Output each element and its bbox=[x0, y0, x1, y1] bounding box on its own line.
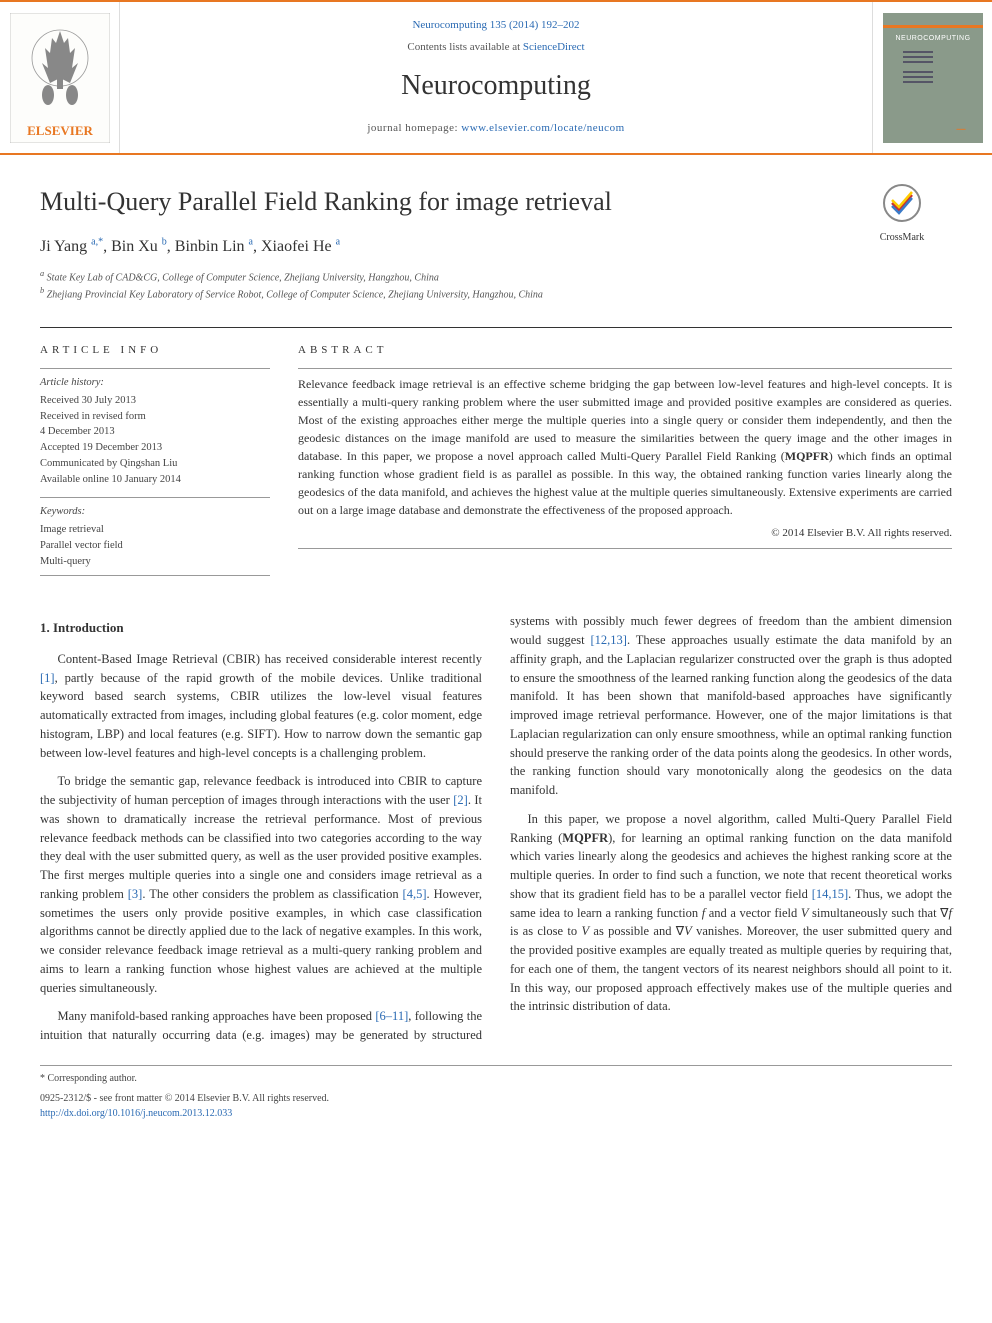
issn-copyright-line: 0925-2312/$ - see front matter © 2014 El… bbox=[40, 1092, 952, 1107]
abstract-block: ABSTRACT Relevance feedback image retrie… bbox=[298, 342, 952, 583]
abstract-divider bbox=[298, 368, 952, 369]
title-block: Multi-Query Parallel Field Ranking for i… bbox=[0, 155, 992, 313]
article-info-sidebar: ARTICLE INFO Article history: Received 3… bbox=[40, 342, 270, 583]
author-list: Ji Yang a,*, Bin Xu b, Binbin Lin a, Xia… bbox=[40, 235, 952, 258]
keywords-label: Keywords: bbox=[40, 504, 270, 520]
crossmark-label: CrossMark bbox=[852, 231, 952, 246]
affiliation-a: a a State Key Lab of CAD&CG, College of … bbox=[40, 268, 952, 285]
journal-reference[interactable]: Neurocomputing 135 (2014) 192–202 bbox=[412, 18, 579, 34]
svg-text:━━━: ━━━ bbox=[955, 128, 966, 133]
history-communicated: Communicated by Qingshan Liu bbox=[40, 456, 270, 472]
paragraph-4: In this paper, we propose a novel algori… bbox=[510, 810, 952, 1016]
header-center: Neurocomputing 135 (2014) 192–202 Conten… bbox=[120, 2, 872, 153]
abstract-divider-bottom bbox=[298, 548, 952, 549]
svg-text:NEUROCOMPUTING: NEUROCOMPUTING bbox=[895, 35, 970, 42]
publisher-logo[interactable]: ELSEVIER bbox=[0, 2, 120, 153]
paragraph-1: Content-Based Image Retrieval (CBIR) has… bbox=[40, 650, 482, 763]
article-info-heading: ARTICLE INFO bbox=[40, 342, 270, 359]
affiliations: a a State Key Lab of CAD&CG, College of … bbox=[40, 268, 952, 303]
journal-homepage-line: journal homepage: www.elsevier.com/locat… bbox=[367, 121, 624, 137]
abstract-heading: ABSTRACT bbox=[298, 342, 952, 359]
corresponding-author-note: * Corresponding author. bbox=[40, 1072, 952, 1087]
crossmark-badge[interactable]: CrossMark bbox=[852, 183, 952, 245]
info-divider-1 bbox=[40, 368, 270, 369]
history-received: Received 30 July 2013 bbox=[40, 393, 270, 409]
journal-cover-thumbnail[interactable]: NEUROCOMPUTING ━━━ bbox=[872, 2, 992, 153]
cover-image-icon: NEUROCOMPUTING ━━━ bbox=[883, 13, 983, 143]
info-divider-3 bbox=[40, 575, 270, 576]
affiliation-b: b b Zhejiang Provincial Key Laboratory o… bbox=[40, 285, 952, 302]
paragraph-2: To bridge the semantic gap, relevance fe… bbox=[40, 772, 482, 997]
abstract-text: Relevance feedback image retrieval is an… bbox=[298, 375, 952, 519]
history-revised-2: 4 December 2013 bbox=[40, 424, 270, 440]
abstract-copyright: © 2014 Elsevier B.V. All rights reserved… bbox=[298, 525, 952, 542]
elsevier-tree-icon: ELSEVIER bbox=[10, 13, 110, 143]
crossmark-icon bbox=[882, 183, 922, 223]
history-online: Available online 10 January 2014 bbox=[40, 472, 270, 488]
history-accepted: Accepted 19 December 2013 bbox=[40, 440, 270, 456]
section-1-heading: 1. Introduction bbox=[40, 618, 482, 638]
history-revised-1: Received in revised form bbox=[40, 409, 270, 425]
svg-text:ELSEVIER: ELSEVIER bbox=[27, 123, 93, 138]
paper-title: Multi-Query Parallel Field Ranking for i… bbox=[40, 183, 952, 221]
keyword-2: Parallel vector field bbox=[40, 538, 270, 554]
article-history-label: Article history: bbox=[40, 375, 270, 391]
doi-link[interactable]: http://dx.doi.org/10.1016/j.neucom.2013.… bbox=[40, 1107, 952, 1122]
journal-title: Neurocomputing bbox=[401, 66, 591, 107]
info-abstract-row: ARTICLE INFO Article history: Received 3… bbox=[0, 342, 992, 583]
divider-top bbox=[40, 327, 952, 328]
info-divider-2 bbox=[40, 497, 270, 498]
keyword-3: Multi-query bbox=[40, 554, 270, 570]
sciencedirect-link[interactable]: ScienceDirect bbox=[523, 41, 585, 53]
contents-prefix: Contents lists available at bbox=[407, 41, 522, 53]
keyword-1: Image retrieval bbox=[40, 522, 270, 538]
homepage-prefix: journal homepage: bbox=[367, 122, 461, 134]
contents-list-line: Contents lists available at ScienceDirec… bbox=[407, 40, 584, 56]
page-footer: * Corresponding author. 0925-2312/$ - se… bbox=[40, 1065, 952, 1142]
journal-header: ELSEVIER Neurocomputing 135 (2014) 192–2… bbox=[0, 0, 992, 155]
body-columns: 1. Introduction Content-Based Image Retr… bbox=[0, 582, 992, 1055]
journal-homepage-link[interactable]: www.elsevier.com/locate/neucom bbox=[461, 122, 624, 134]
